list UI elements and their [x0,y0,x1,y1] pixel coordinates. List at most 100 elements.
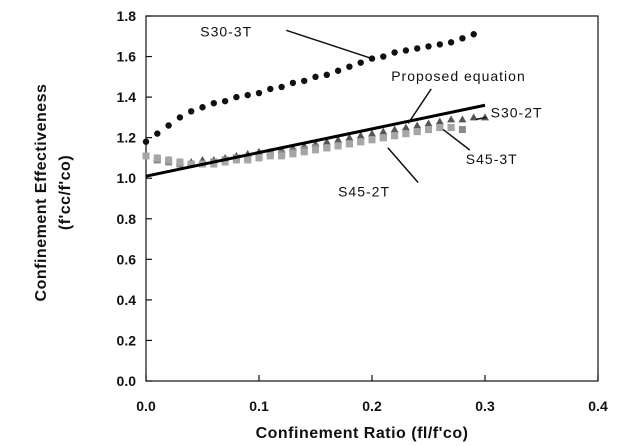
point-s45-2t [425,126,432,134]
point-s30-2t [401,123,410,131]
point-s45-2t [165,156,173,164]
point-s30-3t [357,59,364,66]
point-s45-2t [300,148,308,156]
annotation-leader-line [442,128,471,151]
point-s30-3t [436,41,443,48]
point-s45-2t [289,150,297,158]
y-tick-label: 1.8 [117,8,137,24]
point-s30-3t [425,43,432,50]
point-s45-2t [334,142,342,150]
point-s30-3t [255,89,263,97]
point-s30-3t [414,45,421,52]
point-s45-2t [357,138,365,146]
point-s30-2t [345,133,354,141]
point-s45-2t [402,130,410,138]
x-tick-label: 0.3 [475,398,495,414]
point-s30-3t [210,99,217,107]
point-s45-2t [232,156,240,164]
point-s30-2t [379,127,388,135]
point-s30-2t [458,115,467,123]
point-s30-3t [402,47,410,54]
point-s45-2t [221,158,229,166]
point-s30-3t [165,122,172,129]
point-s30-3t [391,49,398,56]
point-s30-3t [278,83,285,91]
x-tick-label: 0.1 [249,398,269,414]
point-s45-2t [278,152,286,160]
point-s30-3t [301,77,308,85]
point-s30-3t [267,85,274,93]
point-s45-2t [255,154,263,162]
annotation-label: S30-2T [491,104,543,120]
point-s45-2t [142,152,150,160]
y-tick-label: 1.6 [117,49,137,65]
point-s30-2t [356,131,365,139]
annotation-label: S45-2T [338,183,390,199]
y-tick-label: 1.2 [117,130,137,146]
point-s30-2t [413,121,422,129]
point-s45-2t [210,160,218,168]
point-s45-2t [345,140,353,148]
point-s30-3t [323,71,330,79]
annotation-leader-line [286,29,373,60]
x-tick-label: 0.2 [362,398,382,414]
point-s45-2t [391,132,399,140]
x-tick-label: 0.0 [136,398,156,414]
y-tick-label: 1.0 [117,170,137,186]
annotation-leader-line [475,116,487,121]
y-tick-label: 0.4 [117,292,137,308]
point-s30-3t [447,39,455,46]
point-s45-2t [266,152,274,160]
point-s30-3t [289,79,297,87]
point-s30-3t [470,31,477,38]
y-tick-label: 0.6 [117,251,137,267]
y-axis-title-line-1: Confinement Effectiveness [33,84,50,302]
point-s30-3t [346,63,353,70]
point-s45-2t [436,124,444,132]
point-s30-3t [199,104,206,111]
x-tick-label: 0.4 [588,398,608,414]
y-tick-label: 0.0 [117,373,137,389]
point-s30-3t [188,108,195,115]
point-s45-2t [153,154,161,162]
annotation-label: S30-3T [200,23,252,39]
point-s45-2t [312,146,319,154]
point-s30-3t [334,67,342,74]
point-s45-3t [458,126,466,134]
point-s30-3t [312,73,319,81]
y-axis-title-line-2: (f'cc/f'co) [57,155,74,230]
point-s30-3t [380,53,387,60]
point-s45-2t [323,144,331,152]
annotation-leader-line [407,88,432,124]
point-s30-3t [233,93,240,101]
point-s30-2t [390,125,399,133]
point-s45-2t [187,160,195,168]
point-s30-2t [435,117,444,125]
point-s30-3t [244,91,251,99]
y-tick-label: 0.8 [117,211,137,227]
proposed-equation-line [145,103,486,178]
point-s30-3t [221,97,229,105]
point-s30-2t [368,129,376,137]
point-s30-3t [142,138,150,145]
point-s45-2t [244,156,252,164]
annotation-label: Proposed equation [391,68,526,84]
annotation-leader-line [387,147,419,183]
point-s30-2t [481,113,489,121]
x-axis-title: Confinement Ratio (fl/f'co) [256,425,469,442]
point-s45-2t [176,158,184,166]
point-s45-2t [447,124,455,132]
point-s45-2t [368,136,376,144]
point-s30-3t [459,35,466,42]
annotation-label: S45-3T [466,151,518,167]
y-tick-label: 1.4 [117,89,137,105]
point-s30-2t [424,119,433,127]
point-s30-3t [176,114,184,121]
point-s45-2t [379,134,387,142]
point-s30-3t [154,130,161,137]
point-s30-2t [447,115,456,123]
point-s45-2t [413,128,421,136]
point-s30-2t [322,137,331,145]
